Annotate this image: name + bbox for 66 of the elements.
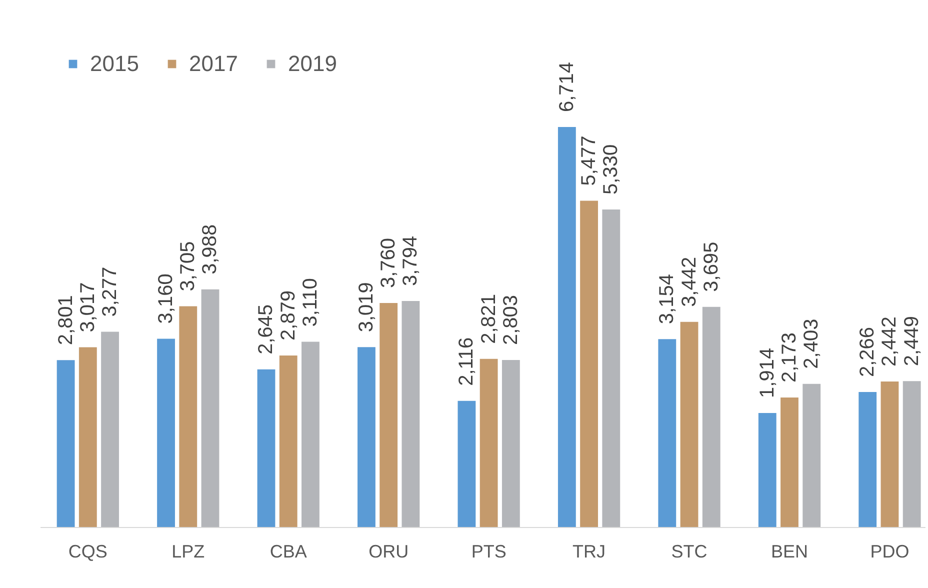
data-label: 3,017 (76, 282, 99, 332)
bar (402, 300, 420, 527)
x-tick-label: PDO (870, 542, 910, 562)
x-tick-label: TRJ (572, 542, 606, 562)
bar (56, 360, 75, 527)
bar (658, 339, 676, 527)
data-label: 2,403 (800, 318, 823, 369)
bar (157, 338, 175, 527)
bar (78, 347, 97, 527)
data-label: 2,173 (778, 332, 800, 383)
x-tick-label: BEN (770, 542, 808, 562)
x-tick-label: CBA (270, 542, 307, 562)
data-label: 3,160 (155, 274, 178, 324)
bar (702, 306, 720, 527)
bar (902, 381, 921, 527)
bar (558, 127, 576, 527)
data-label: 2,266 (856, 326, 879, 377)
bar (201, 289, 220, 527)
legend-label: 2019 (288, 51, 337, 76)
x-tick-label: PTS (471, 542, 506, 562)
data-label: 2,801 (54, 295, 77, 346)
data-label: 6,714 (556, 62, 578, 112)
data-label: 2,116 (456, 337, 478, 386)
bar (802, 384, 821, 527)
x-tick-label: LPZ (172, 542, 205, 562)
data-label: 3,988 (199, 224, 222, 274)
data-label: 2,442 (878, 316, 901, 367)
bar (380, 302, 398, 527)
data-label: 1,914 (756, 348, 778, 398)
bar (458, 400, 476, 527)
bar (101, 332, 119, 527)
data-label: 3,442 (678, 256, 700, 307)
bar (257, 369, 276, 527)
data-label: 3,110 (299, 278, 322, 327)
bar (179, 306, 198, 527)
data-label: 5,330 (600, 144, 622, 194)
bar (758, 412, 776, 527)
bar (580, 200, 598, 527)
data-label: 2,879 (277, 290, 300, 340)
bar (680, 322, 698, 527)
data-label: 3,760 (378, 238, 400, 288)
data-label: 3,019 (355, 282, 378, 332)
data-label: 3,695 (700, 242, 722, 292)
bar (480, 358, 498, 527)
data-label: 2,803 (500, 294, 522, 346)
data-label: 3,277 (99, 266, 122, 317)
bar (880, 382, 899, 527)
data-label: 3,705 (177, 241, 200, 292)
data-label: 2,449 (900, 316, 923, 366)
bar (358, 347, 376, 527)
data-label: 3,154 (656, 274, 678, 324)
bar (780, 398, 798, 527)
legend-label: 2015 (90, 51, 139, 76)
x-tick-label: ORU (368, 542, 409, 562)
bar (302, 342, 320, 527)
bar (858, 392, 877, 527)
data-label: 2,821 (478, 294, 500, 344)
x-tick-label: CQS (68, 542, 108, 562)
x-tick-label: STC (671, 542, 708, 562)
data-label: 3,794 (400, 236, 422, 286)
legend-label: 2017 (189, 51, 238, 76)
bar (602, 209, 620, 527)
data-label: 2,645 (255, 304, 278, 354)
data-label: 5,477 (578, 136, 600, 186)
bar (279, 355, 298, 527)
bar (502, 360, 520, 527)
